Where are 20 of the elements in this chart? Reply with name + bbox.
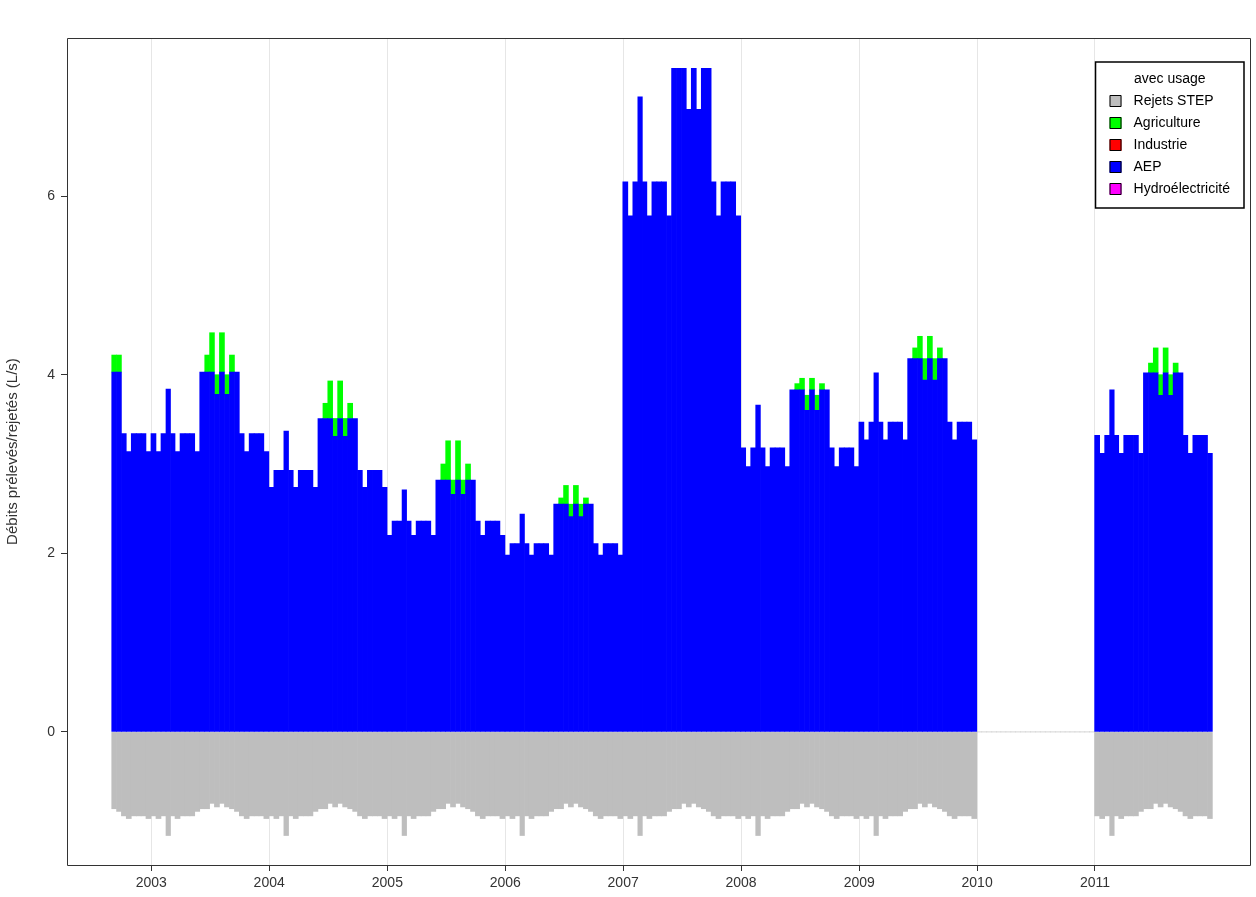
x-tick-label: 2008 <box>725 874 757 891</box>
legend-label: Rejets STEP <box>1133 91 1214 108</box>
x-tick-label: 2005 <box>371 874 404 891</box>
x-tick-label: 2006 <box>489 874 522 891</box>
y-tick-label: 2 <box>47 544 56 561</box>
legend-label: AEP <box>1133 157 1162 174</box>
legend-label: Industrie <box>1133 135 1188 152</box>
x-tick-label: 2007 <box>607 874 639 891</box>
y-tick-label: 6 <box>47 186 56 203</box>
legend-title: avec usage <box>1133 69 1206 86</box>
y-tick-label: 4 <box>47 365 56 382</box>
legend-label: Hydroélectricité <box>1133 179 1231 196</box>
x-tick-label: 2003 <box>135 874 168 891</box>
x-tick-label: 2004 <box>253 874 285 891</box>
x-tick-label: 2011 <box>1079 874 1111 891</box>
x-tick-label: 2009 <box>843 874 875 891</box>
x-tick-label: 2010 <box>961 874 993 891</box>
y-axis-title: Débits prélevés/rejetés (L/s) <box>3 358 21 545</box>
y-tick-label: 0 <box>47 722 56 739</box>
legend-label: Agriculture <box>1133 113 1201 130</box>
